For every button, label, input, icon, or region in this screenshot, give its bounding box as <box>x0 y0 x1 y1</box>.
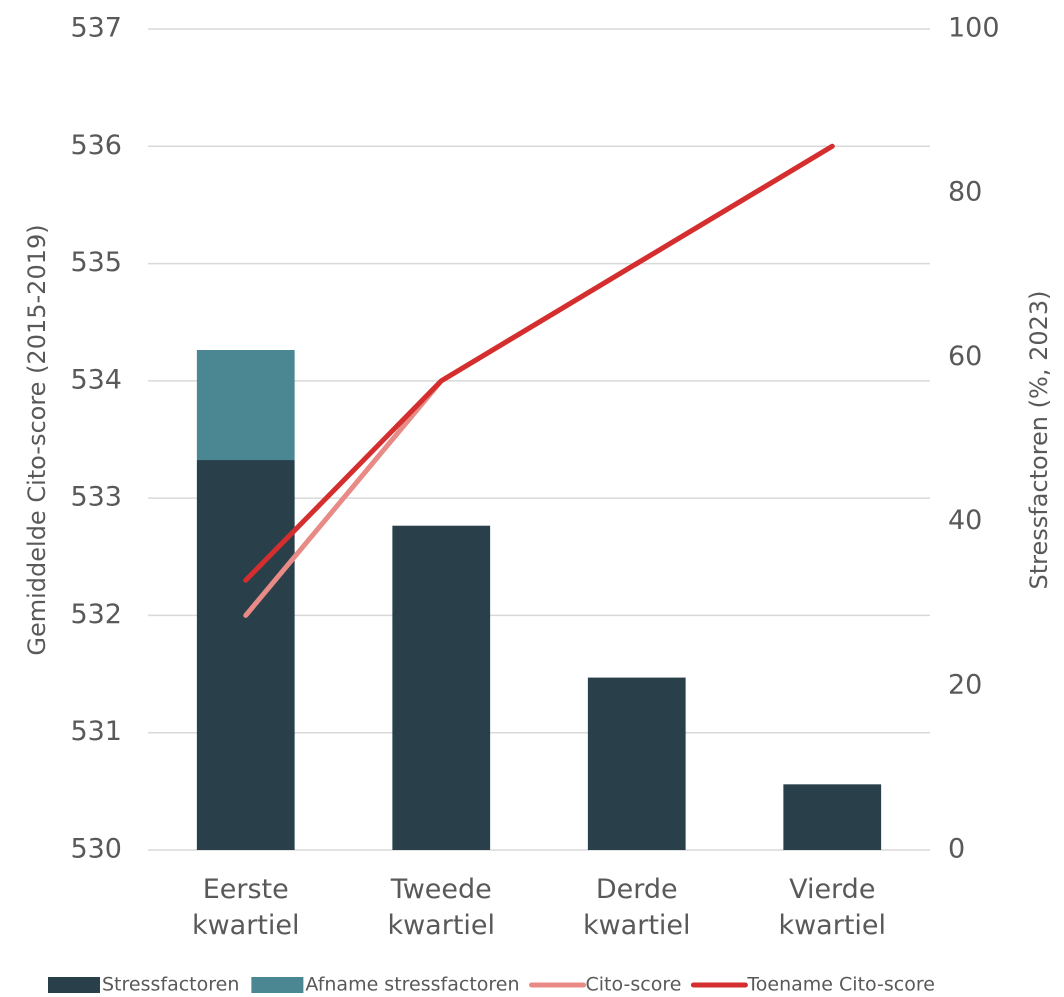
legend-label: Stressfactoren <box>102 974 239 996</box>
x-tick-label: Vierde kwartiel <box>778 874 886 941</box>
legend-label: Cito-score <box>586 974 682 996</box>
bar <box>196 350 295 461</box>
legend-swatch <box>48 977 100 993</box>
bar <box>196 460 295 850</box>
y-tick-label: 533 <box>70 482 122 513</box>
legend-swatch <box>251 977 304 993</box>
y2-tick-label: 0 <box>948 834 965 865</box>
y2-tick-label: 80 <box>948 177 982 208</box>
y-tick-label: 537 <box>70 13 122 44</box>
y-tick-label: 531 <box>70 716 122 747</box>
legend-label: Afname stressfactoren <box>305 974 519 996</box>
y-axis-label: Gemiddelde Cito-score (2015-2019) <box>23 224 51 655</box>
y2-tick-label: 40 <box>948 505 982 536</box>
y-tick-label: 530 <box>70 834 122 865</box>
bar <box>587 677 686 850</box>
x-tick-label: Tweede kwartiel <box>387 874 495 941</box>
y2-tick-label: 100 <box>948 13 1000 44</box>
y2-axis-label: Stressfactoren (%, 2023) <box>1025 290 1053 589</box>
y-tick-label: 535 <box>70 247 122 278</box>
y-tick-label: 536 <box>70 130 122 161</box>
line <box>243 143 835 583</box>
x-tick-label: Derde kwartiel <box>583 874 691 941</box>
x-tick-label: Eerste kwartiel <box>192 874 300 941</box>
bar <box>783 784 882 850</box>
y-tick-label: 534 <box>70 364 122 395</box>
legend-label: Toename Cito-score <box>746 974 935 996</box>
y-tick-label: 532 <box>70 599 122 630</box>
y2-tick-label: 20 <box>948 669 982 700</box>
bar <box>392 525 491 850</box>
y2-tick-label: 60 <box>948 341 982 372</box>
